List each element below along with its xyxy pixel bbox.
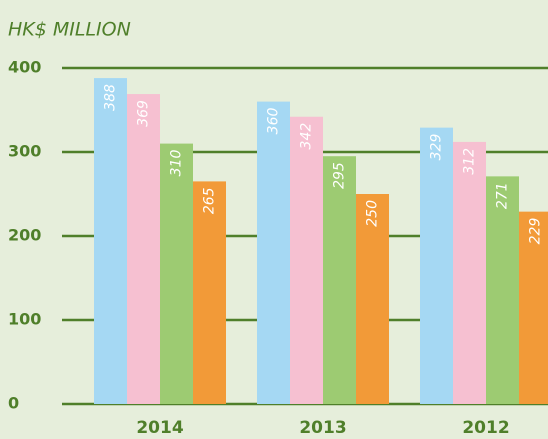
- bar: [290, 116, 323, 404]
- bar: [94, 78, 127, 404]
- value-label: 229: [528, 218, 544, 245]
- y-tick-label: 400: [8, 58, 41, 77]
- x-tick-label: 2012: [462, 418, 509, 438]
- bar: [420, 127, 453, 404]
- bar: [323, 156, 356, 404]
- value-label: 388: [103, 84, 119, 111]
- bar: [127, 94, 160, 404]
- y-tick-label: 0: [8, 394, 19, 413]
- bar: [160, 143, 193, 404]
- value-label: 310: [169, 150, 185, 177]
- bar: [193, 181, 226, 404]
- chart-title: HK$ MILLION: [8, 19, 131, 41]
- x-tick-label: 2014: [136, 418, 183, 438]
- value-label: 265: [202, 187, 218, 214]
- bar: [453, 141, 486, 405]
- value-label: 271: [495, 182, 511, 209]
- value-label: 342: [299, 123, 315, 150]
- y-tick-label: 100: [8, 310, 41, 329]
- value-label: 250: [365, 200, 381, 227]
- x-tick-label: 2013: [299, 418, 346, 438]
- bar: [519, 211, 548, 404]
- bar: [356, 194, 389, 404]
- bar: [257, 101, 290, 404]
- value-label: 329: [429, 134, 445, 161]
- y-tick-label: 200: [8, 226, 41, 245]
- value-label: 295: [332, 162, 348, 189]
- bar: [486, 176, 519, 404]
- value-label: 369: [136, 100, 152, 127]
- value-label: 312: [462, 148, 478, 175]
- value-label: 360: [266, 108, 282, 135]
- y-tick-label: 300: [8, 142, 41, 161]
